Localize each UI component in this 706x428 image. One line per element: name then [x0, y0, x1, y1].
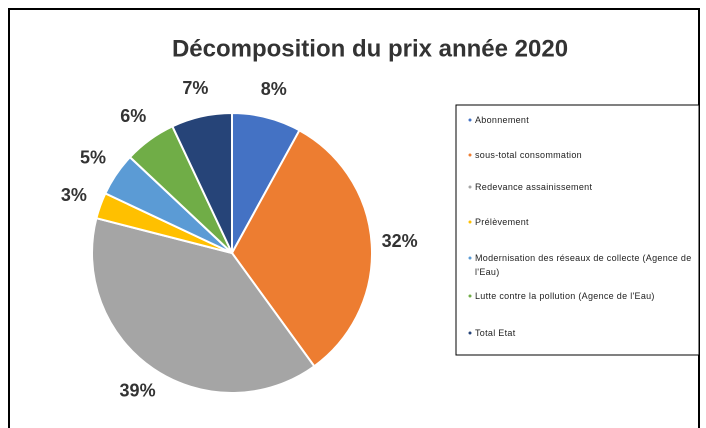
legend-box [455, 104, 700, 356]
data-label: 6% [120, 106, 146, 126]
legend-item: sous-total consommation [475, 150, 582, 160]
data-label: 7% [182, 78, 208, 98]
legend-item: Modernisation des réseaux de collecte (A… [475, 253, 692, 277]
pie-slice [91, 216, 316, 394]
legend-marker [468, 118, 472, 122]
chart-title: Décomposition du prix année 2020 [172, 35, 568, 62]
legend-label: Lutte contre la pollution (Agence de l'E… [475, 291, 655, 301]
legend-item: Prélèvement [475, 217, 529, 227]
pie-slice [230, 128, 373, 368]
legend-label: Modernisation des réseaux de collecte (A… [475, 253, 692, 277]
data-label: 32% [382, 231, 418, 251]
data-label: 8% [261, 79, 287, 99]
legend-item: Redevance assainissement [475, 182, 593, 192]
legend-item: Abonnement [475, 115, 530, 125]
legend-marker [468, 220, 472, 224]
data-label: 39% [120, 381, 156, 401]
data-label: 3% [61, 185, 87, 205]
legend-label: sous-total consommation [475, 150, 582, 160]
legend-marker [468, 185, 472, 189]
legend-label: Prélèvement [475, 217, 529, 227]
legend-label: Redevance assainissement [475, 182, 593, 192]
legend-marker [468, 294, 472, 298]
legend-item: Lutte contre la pollution (Agence de l'E… [475, 291, 655, 301]
pie-slice [171, 111, 233, 254]
legend-marker [468, 256, 472, 260]
legend-label: Total Etat [475, 328, 516, 338]
legend-label: Abonnement [475, 115, 530, 125]
legend-marker [468, 331, 472, 335]
legend-item: Total Etat [475, 328, 516, 338]
data-label: 5% [80, 147, 106, 167]
legend-marker [468, 153, 472, 157]
